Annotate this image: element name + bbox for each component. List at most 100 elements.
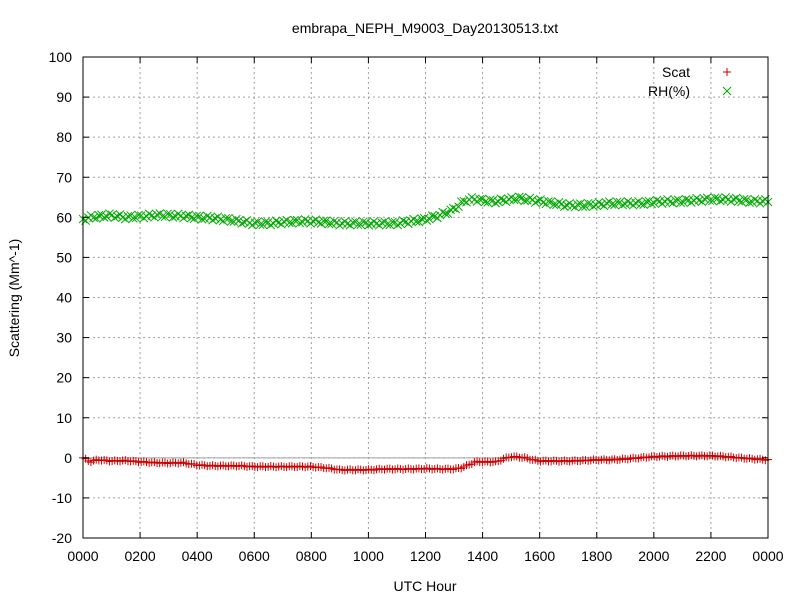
data-point: [618, 200, 627, 210]
data-point: [573, 200, 582, 209]
data-point-stroke: [118, 212, 128, 222]
data-point-stroke: [681, 194, 691, 204]
x-axis-label: UTC Hour: [393, 578, 456, 594]
data-point: [530, 198, 540, 207]
data-point: [417, 214, 426, 223]
data-point-stroke: [554, 197, 564, 207]
data-point-stroke: [710, 193, 720, 203]
data-point: [641, 197, 651, 206]
legend-label: Scat: [662, 64, 690, 80]
data-point: [647, 199, 656, 209]
x-tick-label: 1000: [353, 548, 384, 564]
data-point: [237, 219, 247, 228]
data-point: [284, 218, 294, 228]
data-point: [221, 213, 231, 223]
data-point-stroke: [440, 209, 450, 218]
data-point-stroke: [530, 198, 540, 207]
data-point: [202, 211, 212, 221]
data-point: [324, 219, 334, 229]
data-point: [578, 202, 588, 211]
data-point-stroke: [705, 196, 715, 205]
data-point-stroke: [427, 211, 437, 220]
y-tick-label: 100: [49, 49, 73, 65]
data-point: [152, 210, 162, 220]
data-marks: [78, 192, 773, 475]
data-point-stroke: [343, 219, 352, 229]
y-tick-label: 20: [56, 370, 72, 386]
data-point-stroke: [631, 198, 641, 208]
x-tick-label: 1200: [410, 548, 441, 564]
legend-label: RH(%): [648, 83, 690, 99]
data-point: [623, 196, 633, 206]
data-point-stroke: [393, 220, 403, 230]
data-point-stroke: [134, 210, 143, 220]
data-point: [509, 195, 519, 205]
data-point: [128, 213, 138, 223]
data-point: [192, 211, 202, 221]
data-point-stroke: [425, 214, 434, 224]
data-point-stroke: [636, 199, 646, 209]
data-point: [388, 217, 397, 227]
data-point: [652, 195, 662, 205]
x-tick-label: 2000: [638, 548, 669, 564]
data-point: [255, 220, 265, 229]
data-point: [144, 209, 154, 219]
data-point: [89, 213, 98, 223]
data-point-stroke: [546, 197, 556, 206]
data-point-stroke: [686, 198, 696, 207]
data-point-stroke: [652, 195, 662, 205]
data-point-stroke: [329, 216, 339, 226]
data-point-stroke: [716, 196, 725, 206]
x-tick-label: 0400: [182, 548, 213, 564]
data-point-stroke: [210, 214, 220, 223]
series-0: [79, 451, 772, 475]
x-tick-label: 0200: [125, 548, 156, 564]
data-point-stroke: [475, 194, 485, 204]
data-point: [329, 216, 339, 226]
data-point: [295, 218, 305, 228]
data-point-stroke: [284, 218, 294, 228]
x-tick-label: 0000: [752, 548, 783, 564]
data-point: [319, 216, 329, 226]
data-point-stroke: [750, 195, 760, 204]
x-tick-label: 2200: [695, 548, 726, 564]
data-point-stroke: [168, 213, 178, 222]
data-point: [261, 217, 270, 227]
data-point: [105, 209, 114, 219]
data-point: [123, 211, 133, 221]
data-point: [750, 195, 760, 204]
legend-marker: [722, 86, 732, 96]
data-point: [187, 213, 196, 223]
data-point-stroke: [226, 217, 236, 226]
data-point-stroke: [567, 201, 577, 211]
data-point-stroke: [348, 218, 358, 227]
data-point-stroke: [274, 218, 284, 227]
data-point-stroke: [504, 194, 514, 204]
data-point-stroke: [147, 211, 157, 221]
data-point-stroke: [113, 211, 122, 221]
data-point-stroke: [515, 192, 524, 202]
y-axis-label: Scattering (Mm^-1): [6, 239, 22, 358]
data-point-stroke: [237, 219, 247, 228]
y-tick-label: 80: [56, 129, 72, 145]
data-point: [208, 215, 217, 225]
data-point: [475, 194, 485, 204]
data-point: [290, 215, 299, 225]
data-point-stroke: [163, 209, 172, 219]
data-point: [163, 209, 172, 219]
data-point-stroke: [480, 197, 490, 207]
data-point: [271, 216, 281, 226]
data-point-stroke: [676, 198, 686, 208]
data-point-stroke: [549, 200, 559, 210]
data-point-stroke: [110, 213, 120, 223]
data-point-stroke: [290, 215, 299, 225]
data-point-stroke: [538, 198, 548, 207]
data-point: [239, 217, 249, 227]
legend-marker-stroke: [722, 86, 732, 96]
data-point-stroke: [758, 196, 768, 206]
data-point: [636, 199, 646, 209]
data-point-stroke: [499, 195, 508, 205]
data-point: [226, 217, 236, 226]
data-point: [430, 211, 440, 221]
data-point: [139, 213, 149, 223]
